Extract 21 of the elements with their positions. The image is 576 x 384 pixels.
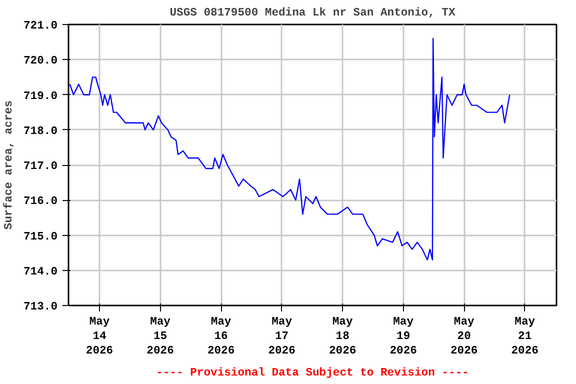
chart-title: USGS 08179500 Medina Lk nr San Antonio, TX [170, 6, 456, 20]
x-tick-label: May 14 2026 [86, 316, 114, 358]
y-tick-label: 719.0 [24, 90, 58, 103]
x-tick-label: May 16 2026 [207, 316, 235, 358]
y-tick-label: 715.0 [24, 231, 58, 244]
y-tick-label: 721.0 [24, 20, 58, 32]
line-series [69, 38, 510, 260]
y-tick-label: 716.0 [24, 196, 58, 208]
x-tick-label: May 18 2026 [328, 316, 356, 358]
x-tick-label: May 17 2026 [268, 316, 296, 358]
y-tick-label: 720.0 [24, 56, 58, 68]
x-tick-label: May 21 2026 [511, 316, 539, 358]
y-tick-label: 717.0 [24, 161, 58, 173]
y-axis-title: Surface area, acres [2, 100, 16, 230]
y-tick-label: 714.0 [24, 266, 58, 278]
y-tick-label: 713.0 [24, 302, 58, 314]
y-tick-label: 718.0 [24, 126, 58, 138]
x-tick-label: May 15 2026 [146, 316, 174, 358]
x-tick-label: May 20 2026 [450, 316, 478, 358]
text: ---- Provisional Data Subject to Revision ---- [156, 366, 469, 380]
x-tick-label: May 19 2026 [390, 316, 418, 358]
